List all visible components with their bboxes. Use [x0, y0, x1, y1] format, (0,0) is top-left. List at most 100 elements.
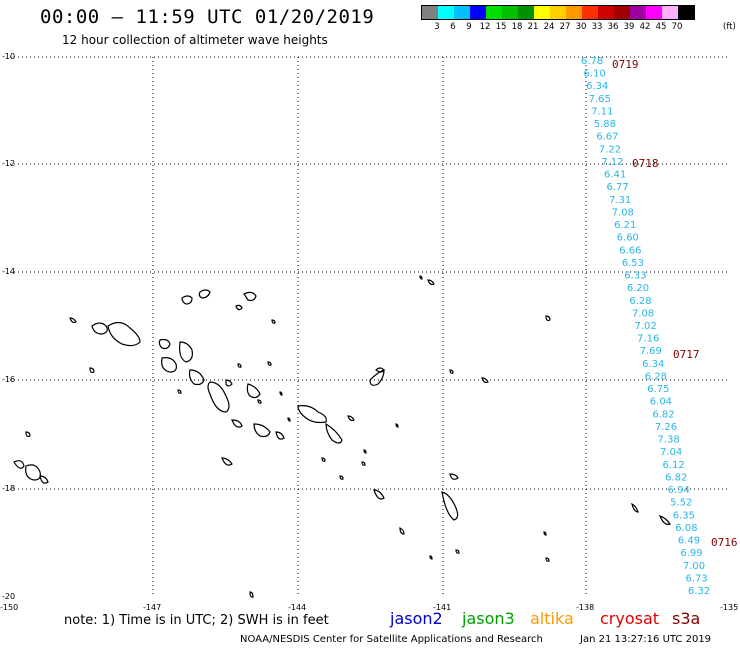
latitude-label: -16 — [2, 375, 16, 384]
swh-value: 7.16 — [637, 334, 659, 345]
legend-swatch — [614, 6, 630, 19]
legend-label: 70 — [671, 22, 683, 32]
longitude-label: -135 — [720, 603, 739, 612]
satellite-name: s3a — [672, 609, 701, 628]
legend-label: 33 — [591, 22, 603, 32]
legend-swatch — [582, 6, 598, 19]
swh-value: 6.34 — [642, 359, 664, 370]
legend-label: 27 — [559, 22, 571, 32]
satellite-track: 6.78 6.10 6.34 7.657.11 5.88 6.677.22 7.12 6.41… — [581, 56, 738, 597]
swh-value: 6.33 — [624, 271, 646, 282]
legend-swatch — [662, 6, 678, 19]
time-label: 0718 — [632, 157, 659, 170]
legend-unit: (ft) — [723, 22, 736, 32]
satellite-name: altika — [530, 609, 574, 628]
credit-text: NOAA/NESDIS Center for Satellite Applica… — [240, 634, 543, 645]
swh-value: 7.31 — [609, 195, 631, 206]
swh-value: 6.94 — [668, 485, 690, 496]
swh-value: 7.08 — [612, 207, 634, 218]
longitude-label: -147 — [143, 603, 162, 612]
time-label: 0717 — [673, 348, 700, 361]
legend-label: 9 — [466, 22, 472, 32]
swh-value: 7.02 — [635, 321, 657, 332]
color-legend: 3 6 9 12 15 18 21 24 27 30 33 36 39 42 45 70 (ft) — [421, 5, 736, 32]
swh-value: 6.10 — [584, 69, 606, 80]
legend-swatch — [486, 6, 502, 19]
island-outlines — [13, 275, 671, 598]
satellite-name: cryosat — [600, 609, 660, 628]
swh-value: 6.99 — [680, 548, 702, 559]
chart-subtitle: 12 hour collection of altimeter wave hei… — [62, 33, 328, 47]
legend-label: 30 — [575, 22, 587, 32]
swh-value: 7.11 — [591, 106, 613, 117]
swh-value: 6.28 — [645, 371, 667, 382]
swh-value: 6.20 — [627, 283, 649, 294]
swh-value: 6.21 — [614, 220, 636, 231]
swh-value: 6.32 — [688, 586, 710, 597]
swh-value: 6.82 — [665, 472, 687, 483]
swh-value: 6.08 — [675, 523, 697, 534]
longitude-label: -144 — [288, 603, 307, 612]
map-grid — [10, 56, 730, 597]
legend-color-bar — [421, 5, 695, 20]
satellite-name: jason3 — [462, 609, 515, 628]
legend-swatch — [678, 6, 694, 19]
swh-value: 6.67 — [596, 132, 618, 143]
longitude-label: -138 — [576, 603, 595, 612]
legend-label: 15 — [495, 22, 507, 32]
chart-title: 00:00 — 11:59 UTC 01/20/2019 — [40, 6, 375, 28]
legend-swatch — [550, 6, 566, 19]
legend-label: 42 — [639, 22, 651, 32]
latitude-label: -14 — [2, 267, 16, 276]
swh-value: 5.52 — [670, 498, 692, 509]
legend-label: 12 — [479, 22, 491, 32]
swh-value: 6.53 — [622, 258, 644, 269]
swh-value: 7.12 — [601, 157, 623, 168]
longitude-label: -150 — [0, 603, 19, 612]
legend-swatch — [598, 6, 614, 19]
swh-value: 7.08 — [632, 308, 654, 319]
legend-label: 39 — [623, 22, 635, 32]
legend-label: 36 — [607, 22, 619, 32]
legend-swatch — [422, 6, 438, 19]
legend-swatch — [646, 6, 662, 19]
latitude-label: -18 — [2, 484, 16, 493]
legend-labels: 3 6 9 12 15 18 21 24 27 30 33 36 39 42 45 70 — [421, 22, 695, 32]
swh-value: 6.66 — [619, 245, 641, 256]
legend-label: 24 — [543, 22, 555, 32]
latitude-label: -10 — [2, 52, 16, 61]
swh-value: 7.26 — [655, 422, 677, 433]
swh-value: 6.35 — [673, 510, 695, 521]
satellite-name: jason2 — [390, 609, 443, 628]
legend-swatch — [438, 6, 454, 19]
swh-value: 7.04 — [660, 447, 682, 458]
swh-value: 6.41 — [604, 170, 626, 181]
legend-swatch — [454, 6, 470, 19]
swh-value: 5.88 — [594, 119, 616, 130]
swh-value: 6.60 — [617, 233, 639, 244]
swh-value: 6.73 — [685, 573, 707, 584]
time-label: 0719 — [612, 58, 639, 71]
swh-value: 6.04 — [650, 397, 672, 408]
footer-note: note: 1) Time is in UTC; 2) SWH is in fe… — [64, 613, 329, 628]
timestamp-text: Jan 21 13:27:16 UTC 2019 — [580, 634, 712, 645]
legend-label: 18 — [511, 22, 523, 32]
latitude-label: -20 — [2, 592, 16, 601]
legend-label: 6 — [450, 22, 456, 32]
swh-value: 7.22 — [599, 144, 621, 155]
swh-value: 7.38 — [657, 435, 679, 446]
swh-value: 6.28 — [629, 296, 651, 307]
legend-swatch — [518, 6, 534, 19]
swh-value: 7.65 — [589, 94, 611, 105]
legend-label: 21 — [527, 22, 539, 32]
legend-label: 3 — [434, 22, 440, 32]
latitude-label: -12 — [2, 159, 16, 168]
legend-label: 45 — [655, 22, 667, 32]
swh-value: 6.12 — [663, 460, 685, 471]
swh-value: 6.78 — [581, 56, 603, 67]
legend-swatch — [630, 6, 646, 19]
longitude-label: -141 — [433, 603, 452, 612]
legend-swatch — [470, 6, 486, 19]
legend-swatch — [502, 6, 518, 19]
